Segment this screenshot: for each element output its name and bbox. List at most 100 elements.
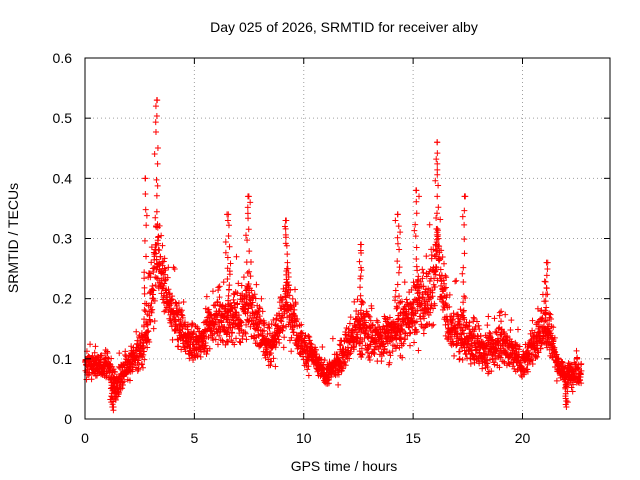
data-point (443, 274, 450, 281)
data-point (143, 212, 150, 219)
data-point (247, 323, 254, 330)
data-point (252, 295, 259, 302)
data-point (172, 299, 179, 306)
data-point (151, 253, 158, 260)
data-point (359, 338, 366, 345)
data-point (237, 292, 244, 299)
data-point (432, 284, 439, 291)
data-point (359, 351, 366, 358)
data-point (432, 253, 439, 260)
data-point (129, 366, 136, 373)
data-point (569, 388, 576, 395)
data-point (442, 272, 449, 279)
data-point (149, 306, 156, 313)
data-point (527, 330, 534, 337)
y-tick-label: 0.6 (53, 50, 73, 66)
data-point (289, 295, 296, 302)
data-point (284, 301, 291, 308)
data-point (108, 355, 115, 362)
data-point (153, 113, 160, 120)
data-point (394, 234, 401, 241)
data-point (266, 325, 273, 332)
data-point (379, 335, 386, 342)
data-point (463, 351, 470, 358)
data-point (435, 235, 442, 242)
data-point (395, 269, 402, 276)
data-point (357, 275, 364, 282)
data-point (472, 323, 479, 330)
data-point (426, 221, 433, 228)
data-point (381, 345, 388, 352)
data-point (398, 326, 405, 333)
data-point (568, 384, 575, 391)
data-point (133, 354, 140, 361)
data-point (158, 290, 165, 297)
data-point (460, 278, 467, 285)
data-point (246, 248, 253, 255)
data-point (94, 372, 101, 379)
data-point (231, 341, 238, 348)
y-tick-label: 0 (64, 411, 72, 427)
data-point (91, 349, 98, 356)
data-point (394, 316, 401, 323)
data-point (244, 204, 251, 211)
data-point (276, 339, 283, 346)
data-point (365, 312, 372, 319)
data-point (477, 333, 484, 340)
data-point (177, 320, 184, 327)
data-point (508, 317, 515, 324)
data-point (491, 361, 498, 368)
data-point (335, 381, 342, 388)
data-point (225, 211, 232, 218)
data-point (537, 345, 544, 352)
data-point (286, 292, 293, 299)
data-point (144, 337, 151, 344)
data-point (328, 373, 335, 380)
data-point (178, 346, 185, 353)
data-point (243, 336, 250, 343)
data-point (563, 397, 570, 404)
data-point (368, 322, 375, 329)
x-tick-label: 10 (296, 430, 312, 446)
data-point (148, 259, 155, 266)
data-point (152, 129, 159, 136)
data-point (558, 358, 565, 365)
data-point (392, 287, 399, 294)
data-point (453, 341, 460, 348)
data-point (434, 193, 441, 200)
data-point (305, 333, 312, 340)
data-point (364, 349, 371, 356)
data-point (471, 315, 478, 322)
data-point (151, 297, 158, 304)
data-point (230, 296, 237, 303)
data-point (403, 311, 410, 318)
data-point (165, 286, 172, 293)
data-point (416, 289, 423, 296)
data-point (141, 348, 148, 355)
data-point (428, 252, 435, 259)
data-point (433, 231, 440, 238)
data-point (108, 385, 115, 392)
data-point (203, 350, 210, 357)
x-axis-label: GPS time / hours (291, 458, 398, 474)
data-point (285, 274, 292, 281)
data-point (270, 355, 277, 362)
data-point (457, 306, 464, 313)
data-point (358, 301, 365, 308)
data-point (431, 302, 438, 309)
data-point (253, 314, 260, 321)
data-point (247, 273, 254, 280)
data-point (353, 307, 360, 314)
data-point (434, 210, 441, 217)
x-tick-label: 15 (405, 430, 421, 446)
data-point (416, 193, 423, 200)
data-point (288, 334, 295, 341)
data-point (245, 318, 252, 325)
data-point (362, 319, 369, 326)
data-point (224, 276, 231, 283)
data-point (245, 280, 252, 287)
data-point (218, 319, 225, 326)
data-point (498, 318, 505, 325)
data-point (288, 348, 295, 355)
data-point (431, 275, 438, 282)
